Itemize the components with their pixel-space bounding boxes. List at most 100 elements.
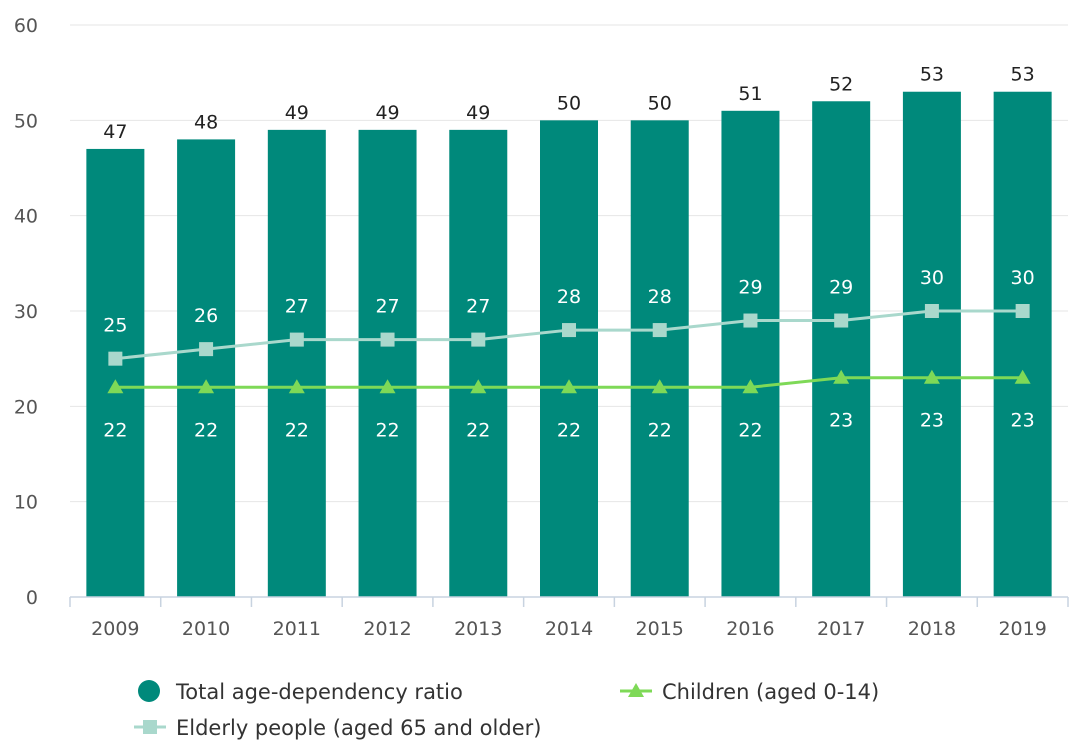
point-square-2017 [834,313,849,328]
point-triangle-2019 [1014,369,1031,384]
bar-label-2015: 50 [648,92,672,114]
legend-label-circle: Total age-dependency ratio [175,680,463,704]
bar-label-2012: 49 [375,102,399,124]
label-triangle-2014: 22 [557,419,581,441]
point-triangle-2014 [561,379,577,394]
point-triangle-2016 [742,379,759,394]
bar-label-2019: 53 [1011,64,1035,86]
bar-2013 [449,129,508,597]
label-triangle-2013: 22 [466,419,490,441]
x-tick-2013: 2013 [454,618,502,640]
legend-triangle-icon [628,683,644,697]
legend[interactable]: Total age-dependency ratio Children (aged… [134,680,879,740]
x-tick-2012: 2012 [363,618,411,640]
x-axis: 2009 2010 2011 2012 2013 2014 2015 2016 2017 2018… [69,596,1069,640]
bar-label-2016: 51 [738,83,762,105]
y-tick-60: 60 [14,15,38,37]
legend-circle-icon [138,680,160,702]
label-triangle-2010: 22 [194,419,218,441]
label-square-2014: 28 [557,286,581,308]
label-triangle-2011: 22 [285,419,309,441]
x-tick-2014: 2014 [545,618,593,640]
y-axis: 0 10 20 30 40 50 60 [14,15,38,609]
bar-2017 [812,101,871,598]
point-triangle-2015 [651,379,668,394]
point-triangle-2018 [923,369,940,384]
label-square-2019: 30 [1011,267,1035,289]
bar-2010 [177,139,236,597]
label-triangle-2017: 23 [829,410,853,432]
bar-label-2010: 48 [194,111,218,133]
point-square-2014 [562,323,576,338]
point-square-2018 [924,304,939,318]
label-square-2012: 27 [375,296,399,318]
bar-label-2017: 52 [829,73,853,95]
bar-2015 [630,120,689,597]
bar-label-2014: 50 [557,92,581,114]
point-triangle-2013 [470,379,487,394]
y-tick-10: 10 [14,492,38,514]
label-square-2013: 27 [466,296,490,318]
bar-label-2009: 47 [103,121,127,143]
legend-item-triangle[interactable]: Children (aged 0-14) [620,680,879,704]
label-square-2010: 26 [194,305,218,327]
data-labels: 47 48 49 49 49 50 50 51 52 53 53 25 26 27 27 27 28 28 29 29… [103,64,1034,442]
y-tick-20: 20 [14,396,38,418]
x-tick-2015: 2015 [636,618,684,640]
legend-item-circle[interactable]: Total age-dependency ratio [138,680,463,704]
label-triangle-2012: 22 [375,419,399,441]
point-triangle-2010 [198,379,215,394]
point-triangle-2017 [833,369,850,384]
label-square-2011: 27 [285,296,309,318]
bar-label-2011: 49 [285,102,309,124]
label-square-2017: 29 [829,277,853,299]
label-square-2018: 30 [920,267,944,289]
point-square-2019 [1015,304,1030,318]
label-triangle-2018: 23 [920,410,944,432]
point-square-2016 [743,313,758,328]
x-tick-2009: 2009 [91,618,139,640]
legend-label-triangle: Children (aged 0-14) [662,680,879,704]
bar-2009 [86,148,145,597]
point-square-2009 [108,351,123,366]
label-square-2016: 29 [738,277,762,299]
x-tick-2019: 2019 [998,618,1046,640]
x-tick-2016: 2016 [726,618,774,640]
point-square-2012 [380,332,395,347]
x-tick-2018: 2018 [908,618,956,640]
bar-label-2018: 53 [920,64,944,86]
x-tick-2017: 2017 [817,618,865,640]
label-triangle-2009: 22 [103,419,127,441]
line-series [107,304,1031,394]
bar-series [86,91,1052,598]
bar-2018 [902,91,961,597]
point-square-2011 [289,332,304,347]
point-triangle-2011 [288,379,305,394]
bar-label-2013: 49 [466,102,490,124]
bar-2011 [267,129,326,597]
legend-item-square[interactable]: Elderly people (aged 65 and older) [134,716,541,740]
legend-square-icon [143,720,157,734]
legend-label-square: Elderly people (aged 65 and older) [176,716,541,740]
label-square-2009: 25 [103,315,127,337]
point-square-2015 [652,323,667,338]
point-square-2010 [199,342,214,357]
label-square-2015: 28 [648,286,672,308]
point-triangle-2009 [107,379,124,394]
x-tick-2011: 2011 [273,618,321,640]
y-tick-40: 40 [14,206,38,228]
y-tick-0: 0 [26,587,38,609]
point-square-2013 [471,332,486,347]
y-tick-50: 50 [14,110,38,132]
x-tick-2010: 2010 [182,618,230,640]
bar-2016 [721,110,780,598]
bar-2012 [358,129,417,597]
y-tick-30: 30 [14,301,38,323]
point-triangle-2012 [379,379,396,394]
label-triangle-2015: 22 [648,419,672,441]
label-triangle-2016: 22 [738,419,762,441]
bar-2019 [993,91,1052,597]
bar-2014 [540,120,598,597]
label-triangle-2019: 23 [1011,410,1035,432]
